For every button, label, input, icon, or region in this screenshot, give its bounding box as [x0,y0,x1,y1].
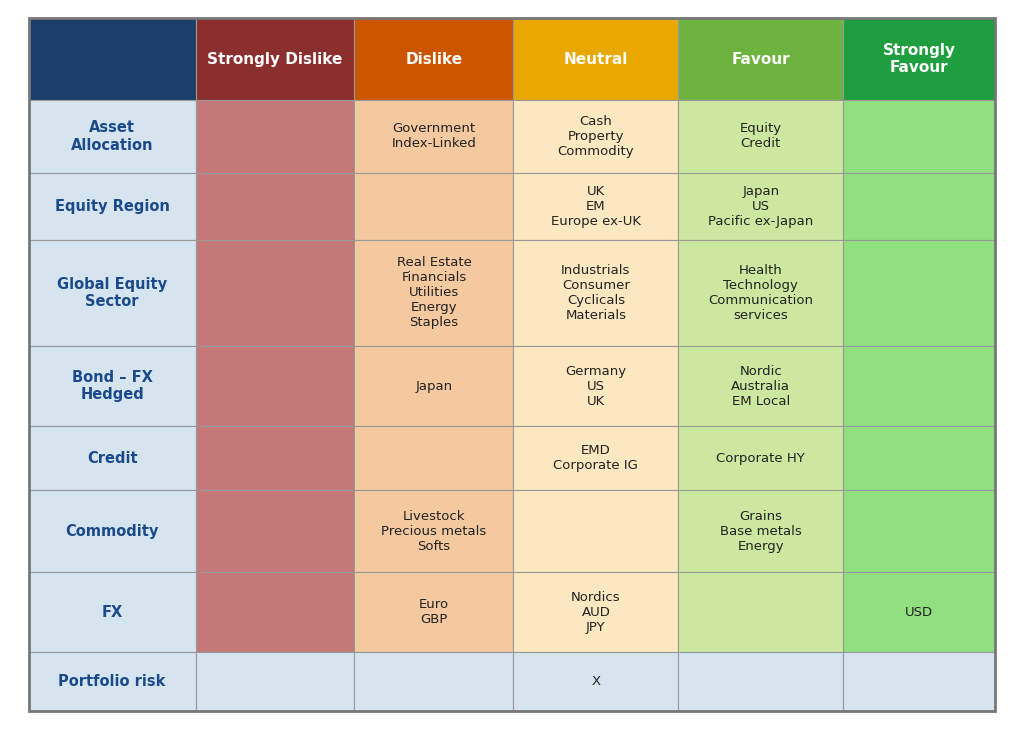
Text: Commodity: Commodity [66,523,159,539]
Text: Neutral: Neutral [564,52,628,66]
Bar [29,491,196,572]
Bar [678,652,843,711]
Bar [843,240,995,346]
Text: Germany
US
UK: Germany US UK [565,364,627,408]
Bar [513,652,678,711]
Bar [843,426,995,491]
Bar [196,173,354,240]
Text: X: X [591,675,600,688]
Bar [678,18,843,100]
Bar [29,426,196,491]
Bar [678,346,843,426]
Text: Corporate HY: Corporate HY [717,452,805,465]
Bar [29,18,196,100]
Text: Cash
Property
Commodity: Cash Property Commodity [558,115,634,158]
Bar [354,346,513,426]
Bar [196,18,354,100]
Bar [354,240,513,346]
Bar [354,572,513,652]
Bar [678,173,843,240]
Text: Japan
US
Pacific ex-Japan: Japan US Pacific ex-Japan [709,185,813,228]
Bar [843,18,995,100]
Bar [678,426,843,491]
Bar [29,652,196,711]
Text: Nordics
AUD
JPY: Nordics AUD JPY [571,590,621,634]
Text: USD: USD [905,606,933,619]
Text: Bond – FX
Hedged: Bond – FX Hedged [72,370,153,402]
Bar [29,346,196,426]
Text: Favour: Favour [731,52,791,66]
Bar [513,491,678,572]
Text: Strongly
Favour: Strongly Favour [883,43,955,75]
Bar [678,491,843,572]
Text: Japan: Japan [416,380,453,392]
Bar [843,491,995,572]
Text: Health
Technology
Communication
services: Health Technology Communication services [709,264,813,322]
Bar [29,173,196,240]
Bar [678,572,843,652]
Text: Government
Index-Linked: Government Index-Linked [391,122,476,150]
Bar [196,491,354,572]
Text: Industrials
Consumer
Cyclicals
Materials: Industrials Consumer Cyclicals Materials [561,264,631,322]
Text: Equity
Credit: Equity Credit [739,122,782,150]
Bar [29,572,196,652]
Bar [196,240,354,346]
Bar [843,100,995,173]
Bar [513,346,678,426]
Bar [196,346,354,426]
Text: Dislike: Dislike [406,52,463,66]
Bar [196,652,354,711]
Bar [678,100,843,173]
Bar [354,426,513,491]
Text: Global Equity
Sector: Global Equity Sector [57,277,167,309]
Bar [354,491,513,572]
Text: FX: FX [101,605,123,620]
Bar [196,426,354,491]
Bar [843,346,995,426]
Bar [196,100,354,173]
Text: Real Estate
Financials
Utilities
Energy
Staples: Real Estate Financials Utilities Energy … [396,257,471,330]
Text: Strongly Dislike: Strongly Dislike [207,52,343,66]
Bar [843,652,995,711]
Text: Nordic
Australia
EM Local: Nordic Australia EM Local [731,364,791,408]
Bar [354,100,513,173]
Bar [513,426,678,491]
Bar [513,173,678,240]
Text: Euro
GBP: Euro GBP [419,599,450,626]
Bar [29,240,196,346]
Bar [29,100,196,173]
Text: Livestock
Precious metals
Softs: Livestock Precious metals Softs [381,510,486,553]
Bar [354,652,513,711]
Bar [678,240,843,346]
Text: Grains
Base metals
Energy: Grains Base metals Energy [720,510,802,553]
Bar [513,100,678,173]
Bar [513,572,678,652]
Text: Equity Region: Equity Region [54,199,170,214]
Bar [354,18,513,100]
Bar [354,173,513,240]
Bar [196,572,354,652]
Text: Portfolio risk: Portfolio risk [58,674,166,689]
Text: UK
EM
Europe ex-UK: UK EM Europe ex-UK [551,185,641,228]
Bar [513,18,678,100]
Bar [513,240,678,346]
Text: EMD
Corporate IG: EMD Corporate IG [553,444,638,472]
Text: Credit: Credit [87,451,137,466]
Bar [843,173,995,240]
Bar [843,572,995,652]
Text: Asset
Allocation: Asset Allocation [71,120,154,152]
